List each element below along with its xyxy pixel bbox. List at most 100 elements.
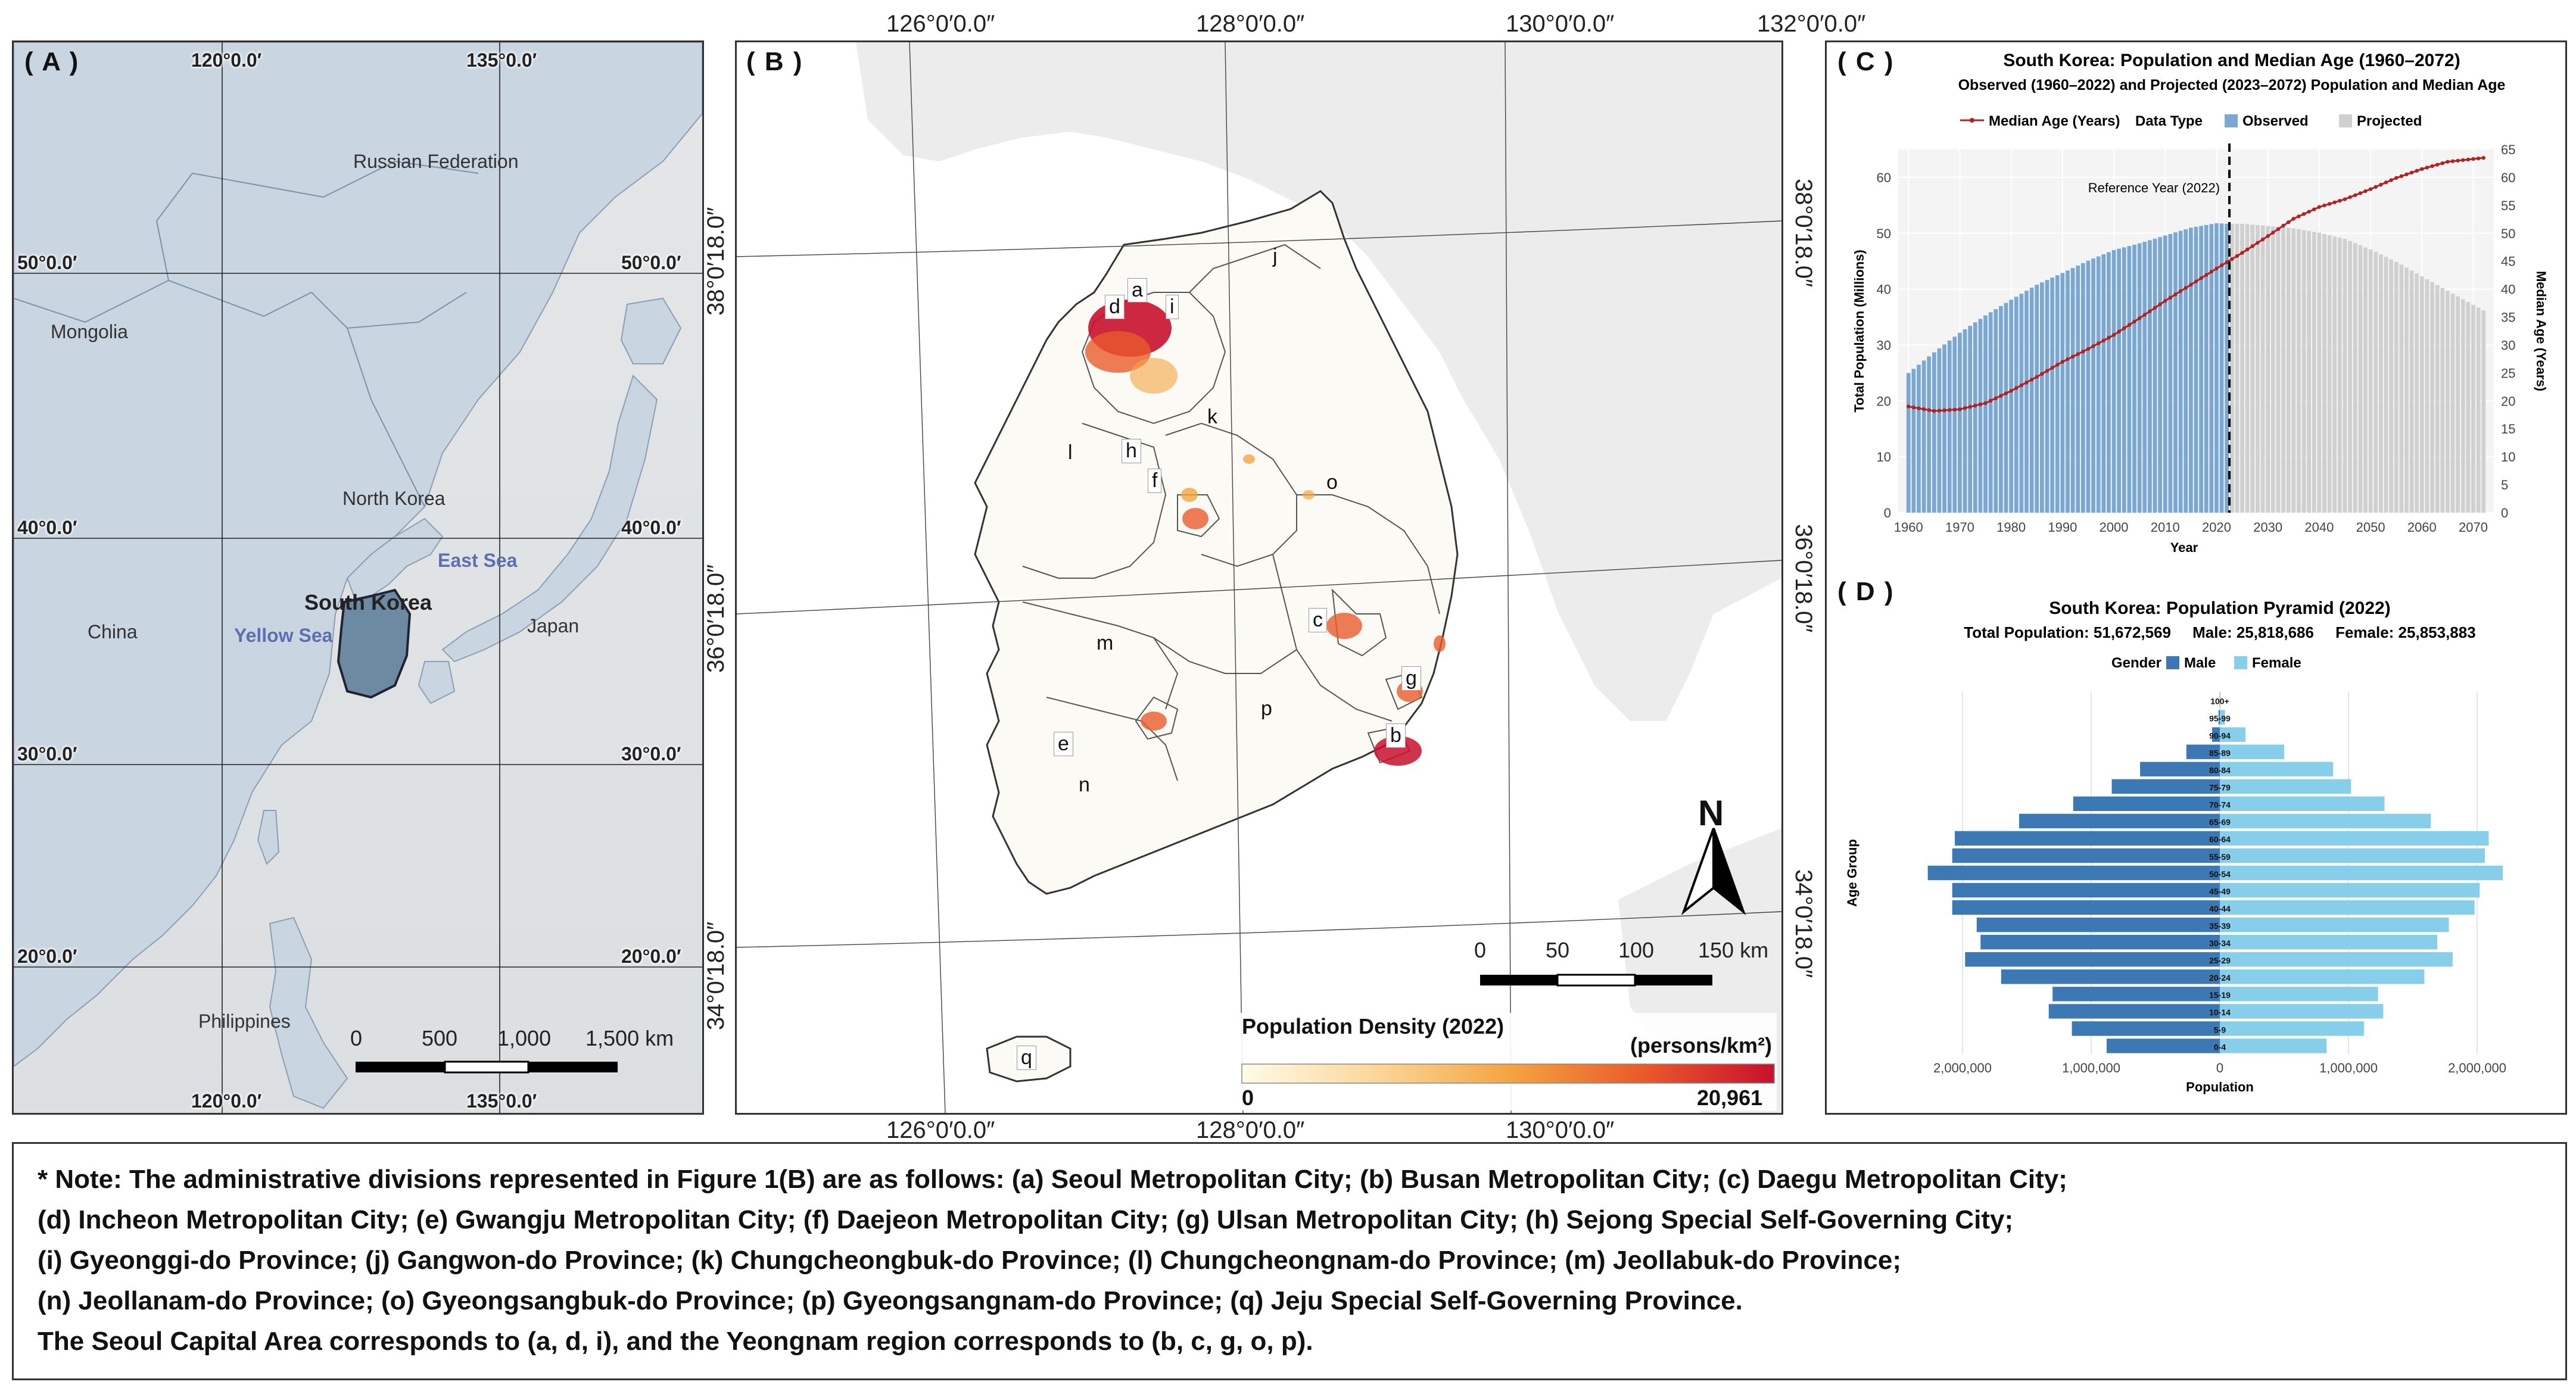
median-age-point-1982	[2019, 383, 2024, 388]
age-group-label-90-94: 90-94	[2209, 731, 2231, 740]
median-age-point-2051	[2373, 185, 2378, 189]
lat-label-left-20: 20°0.0′	[17, 946, 77, 967]
male-bar-75-79	[2111, 779, 2220, 794]
lon-label-bottom-120: 120°0.0′	[191, 1090, 262, 1112]
population-bar-1963	[1921, 360, 1926, 513]
population-bar-1995	[2086, 260, 2091, 513]
population-bar-1987	[2045, 280, 2049, 513]
age-group-label-35-39: 35-39	[2209, 921, 2231, 931]
female-bar-75-79	[2220, 779, 2351, 794]
chart-c-ytick: 10	[1877, 450, 1891, 464]
age-group-label-40-44: 40-44	[2209, 904, 2231, 913]
panel-b-lon-bottom-130: 130°0′0.0″	[1506, 1117, 1615, 1143]
median-age-point-2020	[2214, 266, 2219, 271]
age-group-label-15-19: 15-19	[2209, 990, 2231, 1000]
male-bar-70-74	[2073, 796, 2220, 812]
median-age-point-2048	[2358, 191, 2363, 195]
median-age-point-2038	[2307, 210, 2311, 214]
population-bar-1989	[2055, 275, 2060, 513]
population-bar-2031	[2270, 226, 2275, 513]
female-bar-30-34	[2220, 934, 2438, 950]
male-bar-40-44	[1952, 900, 2220, 915]
legend-observed: Observed	[2242, 113, 2309, 129]
population-bar-2017	[2199, 226, 2203, 513]
population-bar-2070	[2471, 304, 2475, 513]
lon-label-top-135: 135°0.0′	[466, 49, 537, 71]
chart-c-ylabel: Total Population (Millions)	[1852, 249, 1867, 412]
median-age-point-2025	[2240, 251, 2244, 255]
population-bar-2007	[2148, 240, 2152, 513]
population-bar-2023	[2229, 223, 2234, 513]
density-color-ramp	[1241, 1063, 1775, 1084]
median-age-point-2001	[2117, 329, 2121, 334]
legend-female: Female	[2252, 655, 2301, 671]
population-bar-1960	[1906, 373, 1911, 513]
median-age-point-1999	[2107, 336, 2111, 340]
population-bar-2018	[2204, 224, 2209, 513]
legend-unit: (persons/km²)	[1630, 1033, 1773, 1058]
median-age-point-2027	[2250, 244, 2255, 248]
age-group-label-65-69: 65-69	[2209, 818, 2231, 827]
median-age-point-2033	[2281, 223, 2285, 228]
median-age-point-1965	[1932, 409, 1936, 413]
population-bar-2024	[2235, 223, 2239, 513]
female-bar-20-24	[2220, 969, 2425, 984]
lat-label-right-40: 40°0.0′	[621, 517, 681, 538]
median-age-point-2002	[2122, 326, 2126, 330]
median-age-point-2052	[2379, 182, 2383, 187]
chart-c-legend: Median Age (Years) Data Type Observed Pr…	[1960, 113, 2422, 129]
median-age-point-2072	[2481, 155, 2485, 160]
age-group-label-25-29: 25-29	[2209, 956, 2231, 965]
female-bar-35-39	[2220, 917, 2449, 932]
median-age-point-2031	[2271, 230, 2275, 235]
population-bar-1991	[2066, 270, 2070, 513]
age-group-label-60-64: 60-64	[2209, 835, 2231, 844]
population-bar-1985	[2035, 285, 2039, 513]
population-bar-2042	[2327, 235, 2332, 513]
population-bar-1994	[2080, 263, 2085, 513]
chart-d-xtick: 2,000,000	[1933, 1061, 1992, 1075]
population-bar-1966	[1937, 348, 1942, 513]
population-bar-1979	[2004, 302, 2008, 513]
region-label-l: l	[1068, 441, 1073, 464]
female-bar-70-74	[2220, 796, 2385, 812]
population-bar-2034	[2286, 227, 2291, 513]
population-bar-1996	[2091, 258, 2095, 513]
region-label-o: o	[1326, 471, 1338, 494]
chart-c-xtick: 2030	[2253, 520, 2282, 535]
graticule	[14, 42, 702, 1113]
median-age-point-1974	[1978, 402, 1983, 407]
median-age-point-1976	[1988, 398, 1993, 403]
panel-b-lat-left-36: 36°0′18.0″	[703, 564, 729, 673]
median-age-point-2065	[2446, 160, 2450, 164]
population-bar-1983	[2024, 291, 2029, 513]
median-age-point-1985	[2035, 375, 2039, 379]
figure-note: * Note: The administrative divisions rep…	[12, 1142, 2567, 1380]
median-age-point-2047	[2353, 193, 2357, 197]
median-age-point-2055	[2394, 176, 2399, 180]
region-label-d: d	[1105, 295, 1125, 319]
population-bar-2033	[2281, 227, 2285, 513]
median-age-point-1970	[1958, 407, 1962, 411]
panel-b-lat-right-36: 36°0′18.0″	[1790, 524, 1817, 633]
chart-c-y2tick: 10	[2501, 450, 2515, 464]
overview-map	[14, 42, 702, 1113]
population-bar-1992	[2070, 268, 2075, 513]
region-label-a: a	[1127, 278, 1147, 302]
legend-projected: Projected	[2357, 113, 2422, 129]
population-bar-2071	[2476, 307, 2481, 513]
panel-b-graticule	[737, 42, 1781, 1113]
male-bar-25-29	[1965, 952, 2220, 967]
population-bar-2038	[2307, 230, 2312, 513]
median-age-point-2018	[2204, 273, 2209, 277]
female-bar-95-99	[2220, 710, 2225, 725]
median-age-point-2028	[2256, 241, 2260, 245]
population-bar-2057	[2404, 267, 2409, 513]
chart-c-y2tick: 15	[2501, 422, 2515, 436]
population-bar-2072	[2481, 310, 2486, 513]
population-bar-2065	[2446, 291, 2450, 513]
label-south-korea: South Korea	[304, 590, 432, 615]
population-bar-2030	[2266, 226, 2270, 513]
female-bar-80-84	[2220, 762, 2334, 776]
median-age-point-2029	[2260, 237, 2265, 242]
